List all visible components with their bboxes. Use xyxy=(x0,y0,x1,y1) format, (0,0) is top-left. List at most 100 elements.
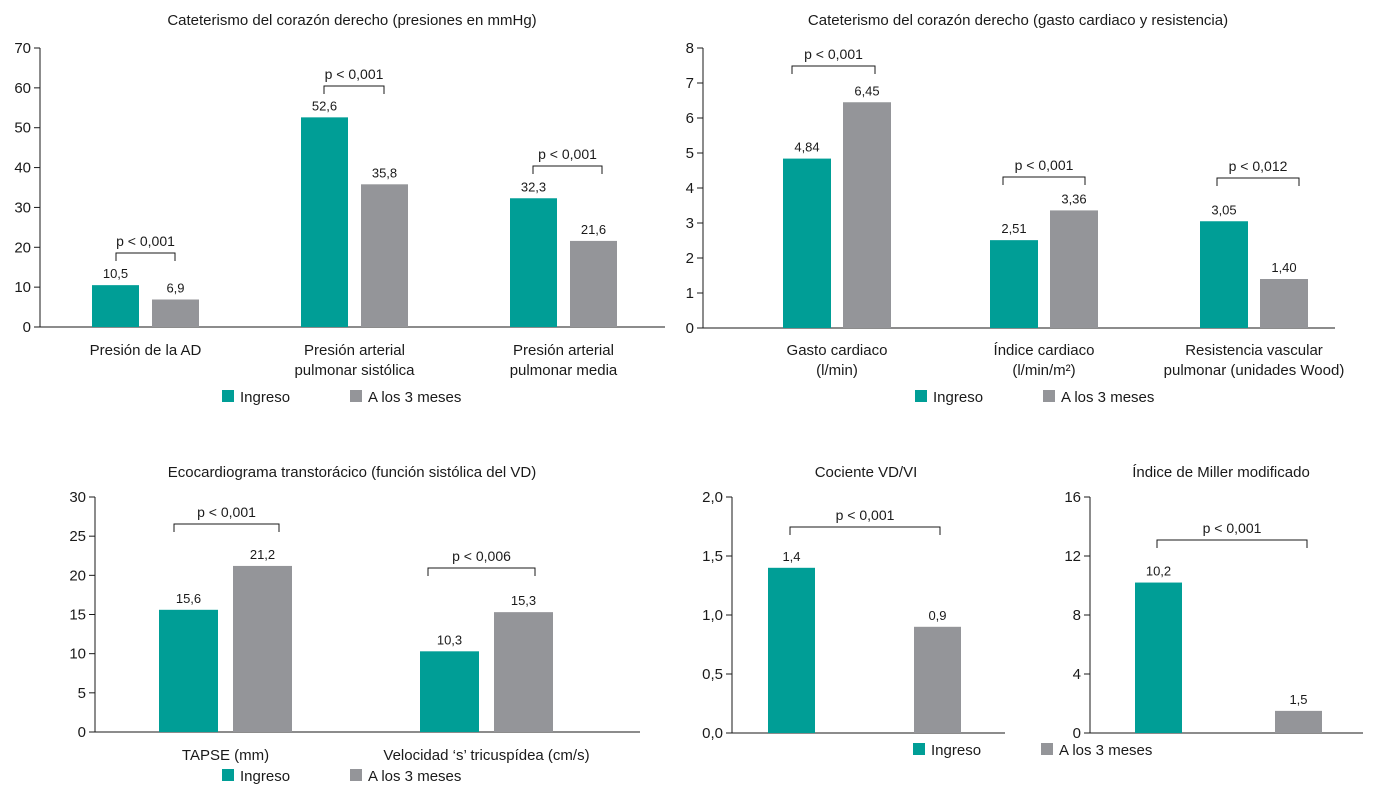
chart-title: Ecocardiograma transtorácico (función si… xyxy=(168,464,537,481)
bar-a-los-3-meses xyxy=(1275,710,1322,733)
legend-label-ingreso: Ingreso xyxy=(931,742,981,759)
significance-bracket xyxy=(115,252,176,261)
y-tick-label: 20 xyxy=(69,567,86,584)
bar-value-label: 15,3 xyxy=(511,593,536,608)
bar-value-label: 52,6 xyxy=(312,98,337,113)
bar-a-los-3-meses xyxy=(914,626,961,733)
legend-label-ingreso: Ingreso xyxy=(933,389,983,406)
bar-ingreso xyxy=(783,158,831,328)
legend-2: Ingreso A los 3 meses xyxy=(915,389,1154,406)
category-label: pulmonar (unidades Wood) xyxy=(1164,362,1345,379)
bar-a-los-3-meses xyxy=(233,565,292,732)
bar-value-label: 21,2 xyxy=(250,547,275,562)
p-value-label: p < 0,012 xyxy=(1229,158,1288,174)
y-tick-label: 2 xyxy=(686,250,694,267)
significance-bracket xyxy=(789,526,941,535)
y-tick-label: 30 xyxy=(69,489,86,506)
significance-bracket xyxy=(1002,176,1086,185)
bar-value-label: 4,84 xyxy=(794,140,819,155)
bar-value-label: 6,45 xyxy=(854,83,879,98)
category-label: Presión arterial xyxy=(513,342,614,359)
y-tick-label: 50 xyxy=(14,120,31,137)
y-tick-label: 0 xyxy=(78,724,86,741)
legend-1: Ingreso A los 3 meses xyxy=(222,389,461,406)
y-tick-label: 0,0 xyxy=(702,725,723,742)
chart-panel-2: Cateterismo del corazón derecho (gasto c… xyxy=(686,12,1345,379)
chart-panel-3: Ecocardiograma transtorácico (función si… xyxy=(69,464,640,764)
bar-a-los-3-meses xyxy=(1050,210,1098,328)
category-label: pulmonar sistólica xyxy=(294,362,415,379)
chart-panel-1: Cateterismo del corazón derecho (presion… xyxy=(14,12,665,379)
y-tick-label: 8 xyxy=(686,40,694,57)
legend-swatch-ingreso xyxy=(222,390,234,402)
bar-value-label: 0,9 xyxy=(928,608,946,623)
bar-value-label: 2,51 xyxy=(1001,221,1026,236)
chart-title: Índice de Miller modificado xyxy=(1132,464,1310,481)
y-tick-label: 2,0 xyxy=(702,489,723,506)
category-label: Índice cardiaco xyxy=(994,342,1095,359)
y-tick-label: 3 xyxy=(686,215,694,232)
y-tick-label: 6 xyxy=(686,110,694,127)
p-value-label: p < 0,001 xyxy=(197,504,256,520)
legend-swatch-a-los-3-meses xyxy=(350,390,362,402)
y-tick-label: 7 xyxy=(686,75,694,92)
bar-value-label: 3,05 xyxy=(1211,202,1236,217)
bar-a-los-3-meses xyxy=(152,299,199,327)
y-tick-label: 1 xyxy=(686,285,694,302)
bar-value-label: 1,40 xyxy=(1271,260,1296,275)
p-value-label: p < 0,006 xyxy=(452,548,511,564)
legend-swatch-a-los-3-meses xyxy=(350,769,362,781)
legend-label-ingreso: Ingreso xyxy=(240,768,290,785)
legend-3: Ingreso A los 3 meses xyxy=(222,768,461,785)
legend-swatch-ingreso xyxy=(222,769,234,781)
bar-ingreso xyxy=(990,240,1038,328)
category-label: TAPSE (mm) xyxy=(182,747,269,764)
bar-value-label: 15,6 xyxy=(176,591,201,606)
legend-4: Ingreso A los 3 meses xyxy=(913,742,1152,759)
category-label: (l/min) xyxy=(816,362,858,379)
legend-swatch-ingreso xyxy=(915,390,927,402)
y-tick-label: 30 xyxy=(14,199,31,216)
chart-title: Cociente VD/VI xyxy=(815,464,918,481)
chart-title: Cateterismo del corazón derecho (gasto c… xyxy=(808,12,1228,29)
legend-swatch-a-los-3-meses xyxy=(1043,390,1055,402)
p-value-label: p < 0,001 xyxy=(804,46,863,62)
bar-value-label: 32,3 xyxy=(521,179,546,194)
legend-label-a-los-3-meses: A los 3 meses xyxy=(1061,389,1154,406)
y-tick-label: 5 xyxy=(686,145,694,162)
y-tick-label: 0,5 xyxy=(702,666,723,683)
bar-value-label: 10,5 xyxy=(103,266,128,281)
bar-a-los-3-meses xyxy=(1260,279,1308,328)
bar-value-label: 1,5 xyxy=(1289,692,1307,707)
bar-a-los-3-meses xyxy=(843,102,891,328)
bar-value-label: 35,8 xyxy=(372,165,397,180)
bar-a-los-3-meses xyxy=(494,612,553,732)
legend-label-ingreso: Ingreso xyxy=(240,389,290,406)
bar-a-los-3-meses xyxy=(570,240,617,327)
category-label: Presión arterial xyxy=(304,342,405,359)
bar-ingreso xyxy=(159,609,218,732)
bar-ingreso xyxy=(510,198,557,327)
bar-value-label: 21,6 xyxy=(581,222,606,237)
p-value-label: p < 0,001 xyxy=(836,507,895,523)
y-tick-label: 60 xyxy=(14,80,31,97)
y-tick-label: 10 xyxy=(14,279,31,296)
y-tick-label: 4 xyxy=(686,180,694,197)
legend-label-a-los-3-meses: A los 3 meses xyxy=(1059,742,1152,759)
category-label: (l/min/m²) xyxy=(1012,362,1075,379)
y-tick-label: 5 xyxy=(78,685,86,702)
y-tick-label: 4 xyxy=(1073,666,1081,683)
p-value-label: p < 0,001 xyxy=(325,66,384,82)
bar-ingreso xyxy=(1135,582,1182,733)
bar-value-label: 3,36 xyxy=(1061,191,1086,206)
category-label: pulmonar media xyxy=(510,362,618,379)
p-value-label: p < 0,001 xyxy=(116,233,175,249)
legend-label-a-los-3-meses: A los 3 meses xyxy=(368,389,461,406)
category-label: Velocidad ‘s’ tricuspídea (cm/s) xyxy=(383,747,589,764)
y-tick-label: 40 xyxy=(14,160,31,177)
bar-value-label: 10,3 xyxy=(437,632,462,647)
y-tick-label: 16 xyxy=(1064,489,1081,506)
y-tick-label: 70 xyxy=(14,40,31,57)
legend-swatch-a-los-3-meses xyxy=(1041,743,1053,755)
